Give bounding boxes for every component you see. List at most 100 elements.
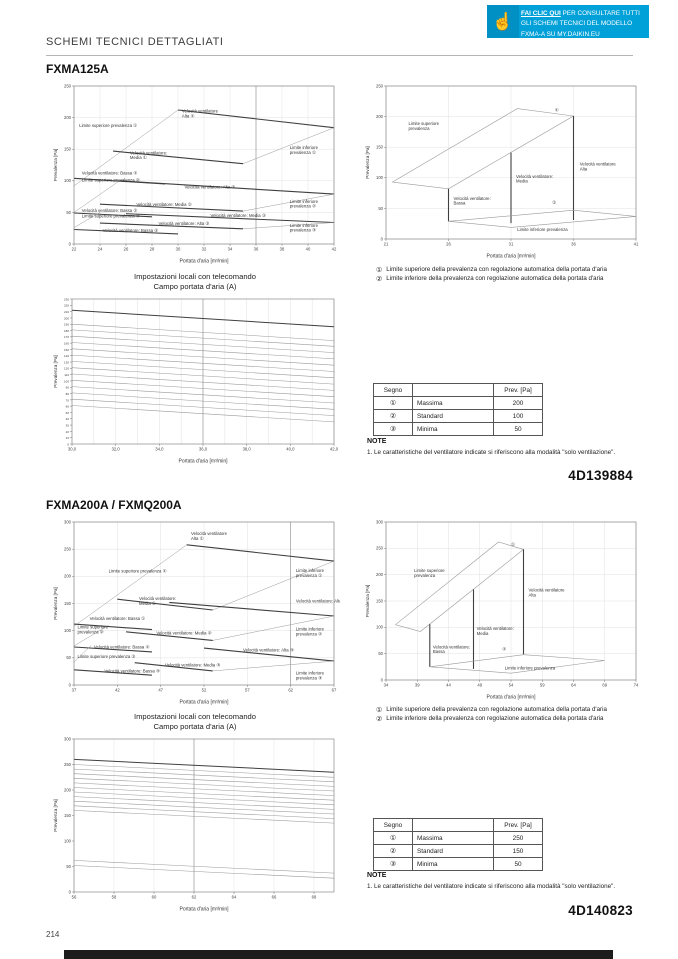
- svg-text:Velocità ventilatore: Media ②: Velocità ventilatore: Media ②: [136, 202, 191, 207]
- legend-text: Limite inferiore della prevalenza con re…: [386, 715, 604, 723]
- svg-text:160: 160: [64, 342, 69, 346]
- svg-text:Portata d'aria [m³/min]: Portata d'aria [m³/min]: [179, 259, 229, 265]
- note-title: NOTE: [367, 438, 387, 445]
- svg-text:50: 50: [66, 210, 71, 215]
- svg-text:30,0: 30,0: [68, 447, 77, 452]
- col-prev: Prev. [Pa]: [493, 383, 543, 397]
- banner-cta[interactable]: FAI CLIC QUI: [521, 10, 561, 17]
- banner-rest: PER CONSULTARE TUTTI GLI SCHEMI TECNICI …: [521, 10, 640, 38]
- fxma125a-fan-performance-chart: 22 24 26 28 30 32 34 36 38 40 42 0 50 100 150 200 250 Lim…: [53, 83, 337, 265]
- svg-text:250: 250: [376, 83, 384, 88]
- svg-text:190: 190: [64, 323, 69, 327]
- svg-text:100: 100: [376, 175, 384, 180]
- svg-text:74: 74: [634, 683, 639, 688]
- legend-mark: ①: [376, 267, 383, 274]
- svg-text:Prevalenza [Pa]: Prevalenza [Pa]: [53, 587, 58, 619]
- cell-mark: ①: [373, 831, 413, 845]
- svg-text:80: 80: [66, 392, 70, 396]
- svg-text:66: 66: [272, 895, 277, 900]
- table-header-row: Segno Prev. [Pa]: [373, 383, 543, 397]
- svg-text:Prevalenza [Pa]: Prevalenza [Pa]: [53, 355, 58, 387]
- svg-text:58: 58: [112, 895, 117, 900]
- svg-text:170: 170: [64, 335, 69, 339]
- svg-text:100: 100: [64, 838, 72, 843]
- subtitle-line1: Impostazioni locali con telecomando: [134, 272, 256, 281]
- table-row: ③ Minima 50: [373, 422, 543, 436]
- legend-item: ① Limite superiore della prevalenza con …: [376, 266, 641, 275]
- svg-text:Velocità ventilatore: Bassa ②: Velocità ventilatore: Bassa ②: [82, 208, 138, 213]
- svg-text:①: ①: [555, 108, 559, 113]
- legend-text: Limite inferiore della prevalenza con re…: [386, 275, 604, 283]
- cell-label: Standard: [412, 844, 494, 858]
- svg-text:32: 32: [202, 247, 207, 252]
- svg-text:150: 150: [376, 598, 384, 603]
- cell-mark: ③: [373, 422, 413, 436]
- subtitle-line1: Impostazioni locali con telecomando: [134, 712, 256, 721]
- svg-text:60: 60: [66, 405, 70, 409]
- svg-text:Limite superiore prevalenza ②: Limite superiore prevalenza ②: [82, 177, 140, 182]
- page-title: SCHEMI TECNICI DETTAGLIATI: [46, 36, 224, 48]
- section-title-fxma200a: FXMA200A / FXMQ200A: [46, 498, 182, 512]
- svg-text:Prevalenza [Pa]: Prevalenza [Pa]: [365, 585, 370, 617]
- svg-text:32,0: 32,0: [112, 447, 121, 452]
- svg-text:57: 57: [245, 688, 250, 693]
- svg-text:64: 64: [571, 683, 576, 688]
- svg-text:34: 34: [228, 247, 233, 252]
- cell-label: Standard: [412, 409, 494, 423]
- doc-code-fxma200a: 4D140823: [568, 903, 633, 918]
- svg-text:31: 31: [509, 242, 514, 247]
- svg-text:38: 38: [280, 247, 285, 252]
- note-text: 1. Le caratteristiche del ventilatore in…: [367, 883, 616, 890]
- svg-text:34,0: 34,0: [155, 447, 164, 452]
- svg-text:49: 49: [477, 683, 482, 688]
- svg-text:Velocità ventilatore:Media ①: Velocità ventilatore: Media ①: [139, 596, 176, 606]
- svg-text:250: 250: [376, 546, 384, 551]
- svg-text:Velocità ventilatore: Alta ②: Velocità ventilatore: Alta ②: [185, 184, 236, 189]
- fxma200a-fan-performance-chart: 37 42 47 52 57 62 67 0 50 100 150 200 250 300 Limite s…: [53, 519, 340, 705]
- svg-text:250: 250: [64, 83, 72, 88]
- svg-text:68: 68: [312, 895, 317, 900]
- daikin-banner-link[interactable]: ☝ FAI CLIC QUI PER CONSULTARE TUTTI GLI …: [487, 5, 649, 38]
- svg-text:Limite superiore prevalenza ①: Limite superiore prevalenza ①: [79, 123, 137, 128]
- svg-text:20: 20: [66, 430, 70, 434]
- table-row: ② Standard 100: [373, 409, 543, 423]
- subtitle-line2: Campo portata d'aria (A): [153, 282, 237, 292]
- svg-text:Portata d'aria [m³/min]: Portata d'aria [m³/min]: [178, 459, 228, 465]
- cell-value: 50: [493, 857, 543, 871]
- svg-text:Portata d'aria [m³/min]: Portata d'aria [m³/min]: [486, 695, 536, 701]
- svg-text:56: 56: [72, 895, 77, 900]
- svg-text:140: 140: [64, 354, 69, 358]
- svg-text:Velocità ventilatore: Media ②: Velocità ventilatore: Media ②: [156, 630, 211, 635]
- svg-text:Velocità ventilatore: Bassa ①: Velocità ventilatore: Bassa ①: [82, 170, 138, 175]
- svg-text:200: 200: [376, 114, 384, 119]
- svg-text:180: 180: [64, 329, 69, 333]
- svg-text:0: 0: [381, 677, 384, 682]
- svg-text:54: 54: [509, 683, 514, 688]
- svg-text:220: 220: [64, 304, 69, 308]
- svg-text:69: 69: [602, 683, 607, 688]
- svg-text:41: 41: [634, 242, 639, 247]
- svg-text:36: 36: [254, 247, 259, 252]
- col-blank: [412, 818, 494, 832]
- svg-text:38,0: 38,0: [243, 447, 252, 452]
- page-number: 214: [46, 930, 60, 939]
- svg-text:40: 40: [306, 247, 311, 252]
- svg-text:Velocità ventilatore: Bassa ②: Velocità ventilatore: Bassa ②: [94, 645, 150, 650]
- table-header-row: Segno Prev. [Pa]: [373, 818, 543, 832]
- section-title-fxma125a: FXMA125A: [46, 62, 109, 76]
- svg-text:Prevalenza [Pa]: Prevalenza [Pa]: [53, 799, 58, 831]
- svg-text:Velocità ventilatore: Bassa ③: Velocità ventilatore: Bassa ③: [103, 228, 159, 233]
- hand-click-icon: ☝: [487, 5, 519, 38]
- svg-text:Limite superiore prevalenza ③: Limite superiore prevalenza ③: [82, 213, 140, 218]
- svg-text:90: 90: [66, 386, 70, 390]
- svg-text:24: 24: [98, 247, 103, 252]
- svg-text:0: 0: [69, 241, 72, 246]
- cell-mark: ②: [373, 844, 413, 858]
